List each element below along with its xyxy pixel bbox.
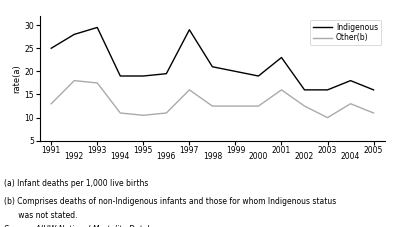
- Text: 1998: 1998: [203, 152, 222, 161]
- Text: (a) Infant deaths per 1,000 live births: (a) Infant deaths per 1,000 live births: [4, 179, 148, 188]
- Y-axis label: rate(a): rate(a): [13, 64, 21, 93]
- Text: 2000: 2000: [249, 152, 268, 161]
- Text: (b) Comprises deaths of non-Indigenous infants and those for whom Indigenous sta: (b) Comprises deaths of non-Indigenous i…: [4, 197, 336, 207]
- Legend: Indigenous, Other(b): Indigenous, Other(b): [310, 20, 381, 45]
- Text: Source: AIHW National Mortality Database: Source: AIHW National Mortality Database: [4, 225, 165, 227]
- Text: 1994: 1994: [111, 152, 130, 161]
- Text: was not stated.: was not stated.: [4, 211, 77, 220]
- Text: 1996: 1996: [157, 152, 176, 161]
- Text: 2004: 2004: [341, 152, 360, 161]
- Text: 2002: 2002: [295, 152, 314, 161]
- Text: 1992: 1992: [65, 152, 84, 161]
